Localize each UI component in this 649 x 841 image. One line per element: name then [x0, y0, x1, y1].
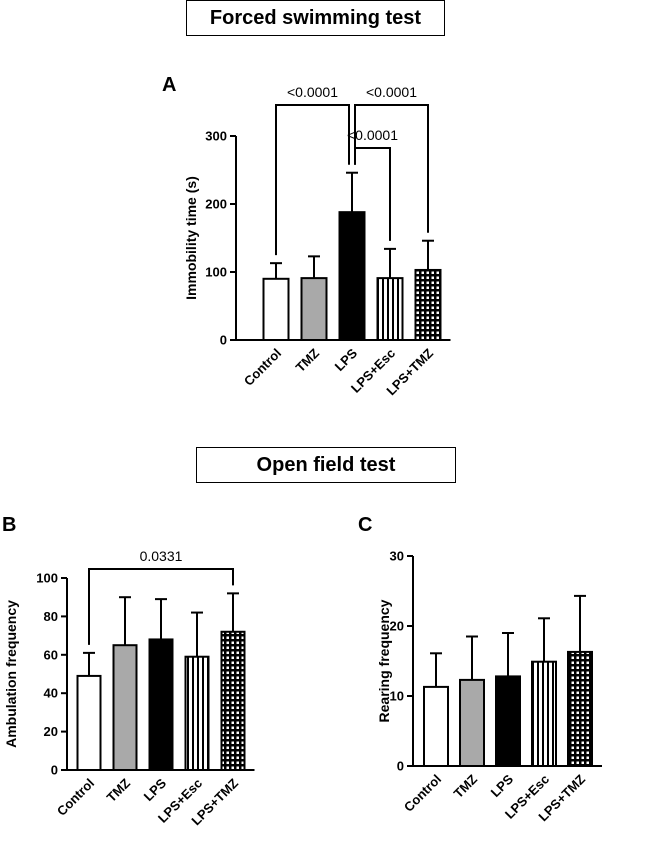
significance-bracket — [88, 568, 234, 645]
category-label: Control — [241, 346, 284, 389]
bar-control — [423, 685, 449, 768]
bar-tmz — [112, 644, 138, 772]
y-tick-label: 100 — [205, 265, 227, 280]
bar-lps — [495, 675, 521, 768]
y-tick-label: 60 — [44, 647, 58, 662]
significance-label: <0.0001 — [287, 84, 338, 100]
bar-lps-esc — [376, 277, 404, 341]
panel-letter: A — [162, 74, 176, 96]
bar-tmz — [459, 678, 485, 768]
bar-lps — [148, 638, 174, 771]
y-axis-label: Ambulation frequency — [3, 600, 19, 748]
bar-control — [262, 277, 290, 341]
bar-lps-tmz — [414, 268, 442, 341]
y-tick-label: 0 — [51, 763, 58, 778]
category-label: LPS — [141, 775, 170, 804]
y-tick-label: 300 — [205, 129, 227, 144]
bar-tmz — [300, 277, 328, 341]
y-tick-label: 80 — [44, 609, 58, 624]
panel-a: A 0 100 200 300 Immobility time (s) Control TMZ… — [162, 74, 451, 398]
y-tick-label: 0 — [397, 759, 404, 774]
bar-lps-esc — [184, 655, 210, 771]
y-axis-label: Rearing frequency — [376, 599, 392, 722]
y-tick-label: 30 — [390, 549, 404, 564]
y-tick-label: 40 — [44, 686, 58, 701]
bar-lps-tmz — [220, 630, 246, 772]
category-label: LPS — [332, 345, 361, 374]
category-label: TMZ — [451, 771, 481, 801]
panel-letter: C — [358, 514, 372, 536]
significance-label: <0.0001 — [347, 127, 398, 143]
category-label: TMZ — [293, 345, 323, 375]
y-tick-label: 200 — [205, 197, 227, 212]
y-axis-label: Immobility time (s) — [183, 176, 199, 300]
panel-b: B 0 20 40 60 80 100 Ambulation frequency Control… — [2, 514, 255, 828]
y-tick-label: 20 — [390, 619, 404, 634]
category-label: TMZ — [104, 775, 134, 805]
y-tick-label: 100 — [36, 571, 58, 586]
bar-lps-esc — [531, 660, 557, 768]
significance-bracket — [354, 104, 429, 233]
y-tick-label: 20 — [44, 724, 58, 739]
category-label: Control — [401, 772, 444, 815]
y-tick-label: 0 — [220, 333, 227, 348]
y-tick-label: 10 — [390, 689, 404, 704]
panel-letter: B — [2, 514, 16, 536]
significance-bracket — [275, 104, 350, 256]
bar-control — [76, 674, 102, 771]
forced-swimming-title: Forced swimming test — [186, 0, 445, 36]
significance-label: 0.0331 — [140, 548, 183, 564]
open-field-title: Open field test — [196, 447, 456, 483]
category-label: LPS — [488, 771, 517, 800]
bar-lps-tmz — [567, 650, 593, 768]
category-label: Control — [54, 776, 97, 819]
significance-label: <0.0001 — [366, 84, 417, 100]
significance-bracket — [354, 147, 391, 241]
bar-lps — [338, 211, 366, 341]
